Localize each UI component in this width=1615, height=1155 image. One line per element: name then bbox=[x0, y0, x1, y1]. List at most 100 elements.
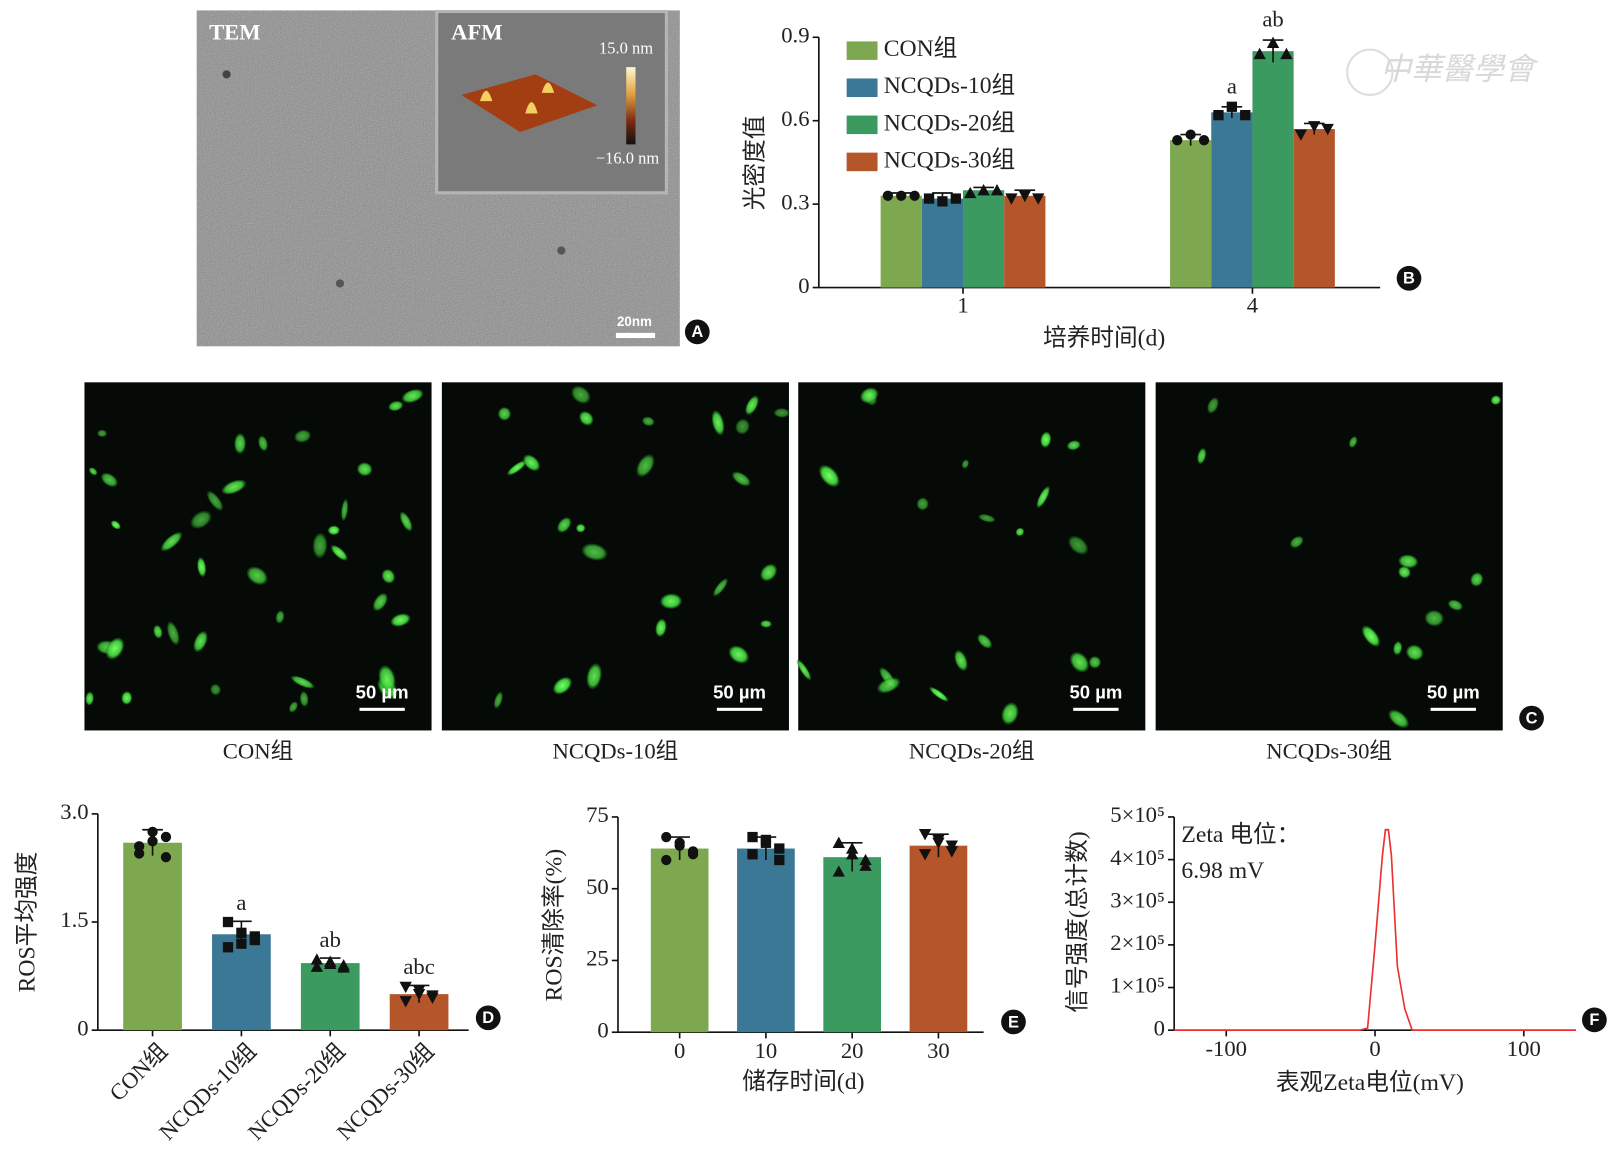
data-point bbox=[399, 996, 412, 1008]
afm-label: AFM bbox=[451, 19, 503, 44]
data-point bbox=[249, 931, 260, 942]
data-point bbox=[859, 859, 872, 871]
cell bbox=[1447, 599, 1463, 611]
bar bbox=[823, 857, 882, 1033]
data-point bbox=[774, 843, 785, 854]
data-point bbox=[977, 184, 990, 196]
cell bbox=[877, 677, 901, 694]
y-tick-label: 1.5 bbox=[60, 907, 88, 932]
x-tick-label: -100 bbox=[1205, 1036, 1247, 1061]
data-point bbox=[945, 840, 959, 852]
data-point bbox=[134, 841, 145, 852]
bar bbox=[1004, 195, 1046, 288]
tem-label: TEM bbox=[209, 19, 261, 44]
data-point bbox=[896, 190, 907, 201]
data-point bbox=[1253, 47, 1266, 60]
cell bbox=[88, 467, 98, 476]
cell bbox=[954, 650, 968, 671]
cell bbox=[1361, 625, 1380, 647]
cell bbox=[507, 460, 527, 476]
cell bbox=[773, 408, 790, 418]
line-series bbox=[1174, 828, 1576, 1031]
cell bbox=[498, 407, 511, 421]
cell bbox=[916, 497, 929, 511]
cell bbox=[796, 659, 812, 681]
cell bbox=[579, 411, 594, 426]
y-tick-label: 3×10⁵ bbox=[1110, 887, 1165, 912]
bar bbox=[300, 963, 360, 1031]
cell bbox=[85, 691, 94, 706]
scale-bar-text: 50 µm bbox=[356, 681, 409, 702]
x-tick-label: 4 bbox=[1247, 292, 1258, 317]
tem-panel: TEM AFM 15.0 nm −16.0 nm 20nm bbox=[196, 9, 680, 347]
cell bbox=[330, 545, 348, 561]
cell bbox=[167, 621, 180, 646]
cell bbox=[193, 631, 208, 652]
scale-bar-text: 50 µm bbox=[1427, 681, 1480, 702]
y-tick-label: 0 bbox=[798, 273, 809, 298]
data-point bbox=[337, 961, 350, 973]
x-tick-label: 0 bbox=[674, 1038, 685, 1063]
cell bbox=[553, 677, 572, 695]
panel-label: A bbox=[691, 323, 703, 341]
y-tick-label: 0.6 bbox=[781, 106, 809, 131]
scale-bar-text: 50 µm bbox=[1069, 681, 1122, 702]
cell bbox=[642, 416, 655, 426]
tem-scale-text: 20nm bbox=[617, 314, 652, 329]
cell bbox=[378, 665, 396, 692]
data-point bbox=[236, 927, 247, 938]
significance-label: ab bbox=[1262, 7, 1283, 32]
fluorescence-image bbox=[1155, 382, 1503, 731]
x-tick-label: 0 bbox=[1369, 1036, 1380, 1061]
cell bbox=[153, 624, 163, 639]
cell bbox=[760, 563, 777, 582]
y-tick-label: 25 bbox=[586, 946, 609, 971]
data-point bbox=[845, 848, 859, 860]
cell bbox=[246, 566, 268, 585]
cell bbox=[288, 701, 298, 713]
cell bbox=[258, 435, 268, 452]
data-point bbox=[687, 846, 699, 857]
data-point bbox=[918, 829, 932, 841]
data-point bbox=[1226, 101, 1237, 112]
cell bbox=[581, 543, 608, 561]
cell bbox=[206, 490, 224, 511]
fluorescence-image bbox=[798, 382, 1146, 731]
particle bbox=[222, 70, 231, 79]
annotation: 6.98 mV bbox=[1181, 858, 1264, 884]
cell bbox=[713, 578, 728, 597]
panel-label-badge bbox=[1582, 1007, 1607, 1033]
data-point bbox=[661, 854, 672, 866]
cell bbox=[1490, 395, 1501, 405]
bar bbox=[123, 842, 182, 1031]
bar bbox=[1211, 112, 1253, 288]
data-point bbox=[950, 193, 961, 204]
cell bbox=[401, 389, 424, 403]
afm-scale-max: 15.0 nm bbox=[599, 38, 653, 57]
data-point bbox=[426, 990, 439, 1002]
data-point bbox=[222, 942, 234, 953]
cell bbox=[493, 691, 503, 709]
y-tick-label: 0 bbox=[1154, 1015, 1165, 1040]
data-point bbox=[1172, 135, 1183, 146]
cell bbox=[275, 610, 285, 624]
y-tick-label: 50 bbox=[586, 874, 609, 899]
cell bbox=[1398, 566, 1411, 579]
cell bbox=[399, 511, 413, 532]
y-tick-label: 0.3 bbox=[781, 189, 809, 214]
cell bbox=[636, 454, 655, 477]
legend-label: CON组 bbox=[884, 35, 958, 62]
y-tick-label: 0 bbox=[77, 1015, 88, 1040]
y-tick-label: 1×10⁵ bbox=[1110, 973, 1165, 998]
panel-label: F bbox=[1589, 1011, 1599, 1029]
scale-bar bbox=[1430, 707, 1476, 711]
cell bbox=[586, 663, 602, 690]
cell bbox=[1207, 397, 1219, 414]
data-point bbox=[1032, 193, 1045, 205]
x-axis-label: 培养时间(d) bbox=[1043, 325, 1165, 352]
cell bbox=[728, 645, 749, 664]
image-caption: CON组 bbox=[223, 738, 293, 763]
data-point bbox=[1240, 109, 1251, 121]
cell bbox=[1040, 431, 1052, 448]
cell bbox=[1393, 641, 1403, 655]
